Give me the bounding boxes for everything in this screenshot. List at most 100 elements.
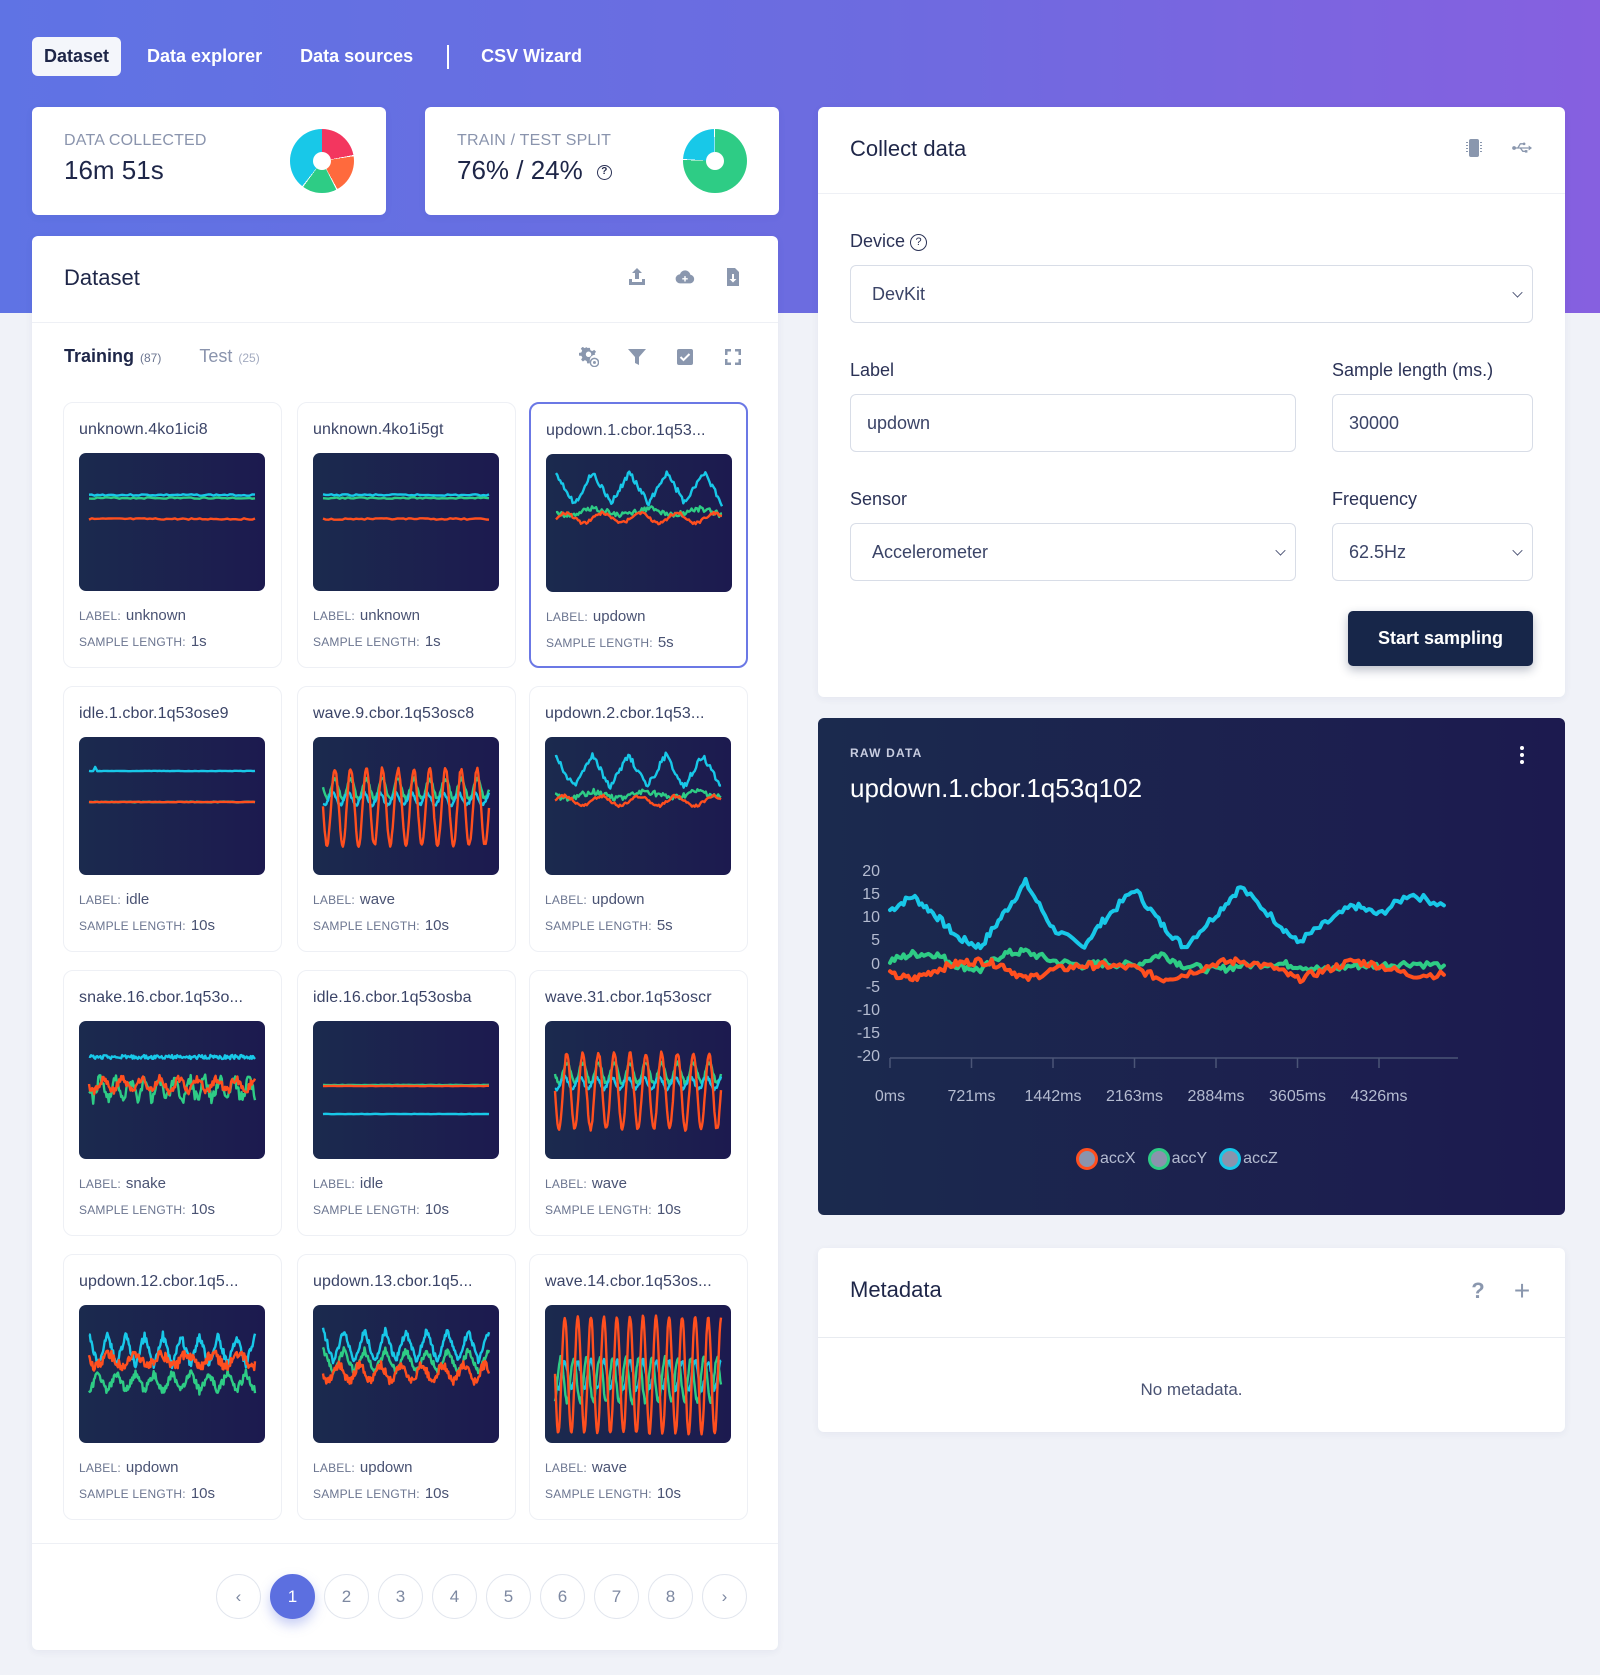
- sample-label: LABEL: idle: [313, 1175, 383, 1192]
- label-input[interactable]: updown: [850, 394, 1296, 452]
- y-tick-label: -5: [865, 978, 880, 996]
- legend-accz[interactable]: accZ: [1219, 1148, 1278, 1170]
- legend-accy[interactable]: accY: [1147, 1148, 1208, 1170]
- tab-data-explorer[interactable]: Data explorer: [147, 46, 263, 66]
- sample-length: SAMPLE LENGTH: 10s: [313, 1201, 449, 1218]
- cloud-add-icon[interactable]: [674, 266, 696, 288]
- help-icon[interactable]: ?: [1471, 1278, 1485, 1303]
- page-4-button[interactable]: 4: [432, 1574, 477, 1619]
- sample-length-input[interactable]: 30000: [1332, 394, 1533, 452]
- label-value: unknown: [359, 607, 420, 624]
- x-tick-label: 4326ms: [1350, 1088, 1408, 1105]
- length-value: 5s: [657, 634, 674, 651]
- x-tick-label: 3605ms: [1269, 1088, 1326, 1105]
- length-key: SAMPLE LENGTH:: [79, 635, 186, 649]
- length-value: 10s: [190, 1201, 216, 1218]
- tab-training[interactable]: Training (87): [64, 346, 161, 367]
- prev-page-button[interactable]: ‹: [216, 1574, 261, 1619]
- data-collected-label: DATA COLLECTED: [64, 132, 207, 149]
- sample-card[interactable]: updown.2.cbor.1q53... LABEL: updown SAMPL…: [529, 686, 748, 952]
- length-key: SAMPLE LENGTH:: [79, 1203, 186, 1217]
- sample-thumbnail-chart: [545, 737, 731, 875]
- next-page-button[interactable]: ›: [702, 1574, 747, 1619]
- legend-accy-label: accY: [1171, 1150, 1208, 1167]
- page-2-button[interactable]: 2: [324, 1574, 369, 1619]
- tab-data-sources[interactable]: Data sources: [300, 46, 414, 66]
- page-6-button[interactable]: 6: [540, 1574, 585, 1619]
- sample-length: SAMPLE LENGTH: 10s: [545, 1485, 681, 1502]
- data-collected-card: DATA COLLECTED 16m 51s: [32, 107, 386, 215]
- tab-test[interactable]: Test (25): [199, 346, 259, 367]
- page-8-button[interactable]: 8: [648, 1574, 693, 1619]
- sample-card[interactable]: unknown.4ko1i5gt LABEL: unknown SAMPLE LE…: [297, 402, 516, 668]
- label-value: idle: [125, 891, 150, 908]
- usb-icon[interactable]: [1511, 137, 1533, 159]
- device-label-text: Device: [850, 231, 906, 251]
- sample-length: SAMPLE LENGTH: 10s: [79, 917, 215, 934]
- sample-card[interactable]: wave.14.cbor.1q53os... LABEL: wave SAMPLE…: [529, 1254, 748, 1520]
- label-key: LABEL:: [545, 1461, 587, 1475]
- top-nav: Dataset Data explorer Data sources CSV W…: [32, 37, 608, 76]
- frequency-label: Frequency: [1332, 489, 1418, 509]
- expand-icon[interactable]: [722, 346, 744, 368]
- label-value: unknown: [125, 607, 186, 624]
- test-count: (25): [238, 351, 260, 365]
- pagination: ‹ 1 2 3 4 5 6 7 8 ›: [216, 1574, 747, 1619]
- help-icon[interactable]: ?: [596, 164, 612, 180]
- sample-length: SAMPLE LENGTH: 10s: [79, 1485, 215, 1502]
- sample-card[interactable]: idle.16.cbor.1q53osba LABEL: idle SAMPLE …: [297, 970, 516, 1236]
- legend-accx[interactable]: accX: [1076, 1148, 1136, 1170]
- sample-length: SAMPLE LENGTH: 10s: [313, 917, 449, 934]
- sample-card[interactable]: updown.12.cbor.1q5... LABEL: updown SAMPL…: [63, 1254, 282, 1520]
- page-1-button[interactable]: 1: [270, 1574, 315, 1619]
- y-tick-label: 0: [871, 955, 880, 973]
- upload-icon[interactable]: [626, 266, 648, 288]
- sensor-select[interactable]: Accelerometer: [850, 523, 1296, 581]
- chevron-down-icon: [1275, 545, 1286, 556]
- sample-card[interactable]: idle.1.cbor.1q53ose9 LABEL: idle SAMPLE L…: [63, 686, 282, 952]
- select-checkbox-icon[interactable]: [674, 346, 696, 368]
- label-value: wave: [591, 1459, 627, 1476]
- sample-thumbnail-chart: [313, 737, 499, 875]
- length-key: SAMPLE LENGTH:: [313, 1487, 420, 1501]
- page-5-button[interactable]: 5: [486, 1574, 531, 1619]
- length-key: SAMPLE LENGTH:: [545, 919, 652, 933]
- frequency-select[interactable]: 62.5Hz: [1332, 523, 1533, 581]
- sample-thumbnail-chart: [79, 1305, 265, 1443]
- sample-label: LABEL: snake: [79, 1175, 166, 1192]
- sample-card[interactable]: updown.1.cbor.1q53... LABEL: updown SAMPL…: [529, 402, 748, 668]
- start-sampling-button[interactable]: Start sampling: [1348, 611, 1533, 666]
- legend-dot-icon: [1147, 1148, 1170, 1170]
- page-7-button[interactable]: 7: [594, 1574, 639, 1619]
- add-icon[interactable]: +: [1513, 1275, 1531, 1306]
- sample-card[interactable]: wave.31.cbor.1q53oscr LABEL: wave SAMPLE …: [529, 970, 748, 1236]
- sample-label: LABEL: unknown: [313, 607, 420, 624]
- device-help-icon[interactable]: ?: [910, 233, 928, 251]
- panel-divider: [32, 322, 778, 323]
- chart-legend: accX accY accZ: [1076, 1148, 1278, 1170]
- file-download-icon[interactable]: [722, 266, 744, 288]
- settings-eye-icon[interactable]: [578, 346, 600, 368]
- label-value: updown: [591, 891, 645, 908]
- tab-dataset[interactable]: Dataset: [32, 37, 122, 76]
- more-options-icon[interactable]: [1519, 746, 1525, 764]
- page-3-button[interactable]: 3: [378, 1574, 423, 1619]
- length-value: 10s: [424, 1201, 450, 1218]
- length-key: SAMPLE LENGTH:: [546, 636, 653, 650]
- label-key: LABEL:: [79, 1177, 121, 1191]
- chip-icon[interactable]: [1463, 137, 1485, 159]
- sample-card[interactable]: wave.9.cbor.1q53osc8 LABEL: wave SAMPLE L…: [297, 686, 516, 952]
- length-key: SAMPLE LENGTH:: [79, 919, 186, 933]
- sample-card[interactable]: updown.13.cbor.1q5... LABEL: updown SAMPL…: [297, 1254, 516, 1520]
- sample-card[interactable]: unknown.4ko1ici8 LABEL: unknown SAMPLE LE…: [63, 402, 282, 668]
- device-select[interactable]: DevKit: [850, 265, 1533, 323]
- length-key: SAMPLE LENGTH:: [313, 919, 420, 933]
- label-key: LABEL:: [545, 893, 587, 907]
- tab-csv-wizard[interactable]: CSV Wizard: [481, 46, 583, 66]
- raw-data-chart[interactable]: [818, 718, 1565, 1215]
- frequency-select-value: 62.5Hz: [1349, 541, 1407, 562]
- label-value: wave: [359, 891, 395, 908]
- label-value: updown: [359, 1459, 413, 1476]
- sample-card[interactable]: snake.16.cbor.1q53o... LABEL: snake SAMPL…: [63, 970, 282, 1236]
- filter-icon[interactable]: [626, 346, 648, 368]
